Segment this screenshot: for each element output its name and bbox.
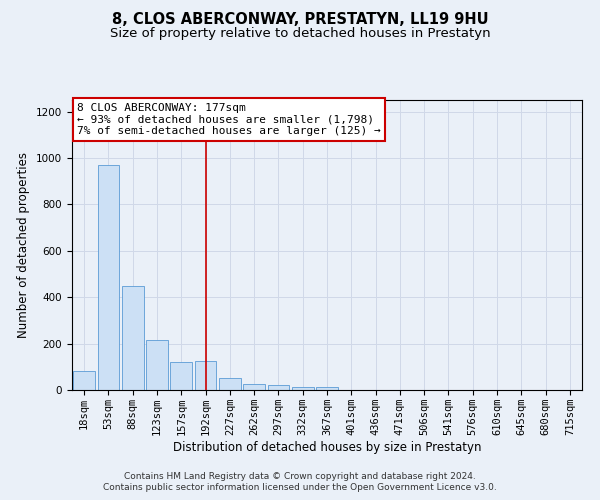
Text: Size of property relative to detached houses in Prestatyn: Size of property relative to detached ho…	[110, 28, 490, 40]
Text: Distribution of detached houses by size in Prestatyn: Distribution of detached houses by size …	[173, 441, 481, 454]
Bar	[194, 361, 217, 390]
Text: 8, CLOS ABERCONWAY, PRESTATYN, LL19 9HU: 8, CLOS ABERCONWAY, PRESTATYN, LL19 9HU	[112, 12, 488, 28]
Bar	[146, 340, 168, 390]
Text: Contains public sector information licensed under the Open Government Licence v3: Contains public sector information licen…	[103, 484, 497, 492]
Bar	[219, 378, 241, 390]
Bar	[243, 384, 265, 390]
Bar	[122, 286, 143, 390]
Bar	[73, 372, 95, 390]
Bar	[268, 386, 289, 390]
Text: Contains HM Land Registry data © Crown copyright and database right 2024.: Contains HM Land Registry data © Crown c…	[124, 472, 476, 481]
Bar	[292, 386, 314, 390]
Bar	[97, 165, 119, 390]
Bar	[316, 387, 338, 390]
Bar	[170, 362, 192, 390]
Y-axis label: Number of detached properties: Number of detached properties	[17, 152, 31, 338]
Text: 8 CLOS ABERCONWAY: 177sqm
← 93% of detached houses are smaller (1,798)
7% of sem: 8 CLOS ABERCONWAY: 177sqm ← 93% of detac…	[77, 103, 381, 136]
